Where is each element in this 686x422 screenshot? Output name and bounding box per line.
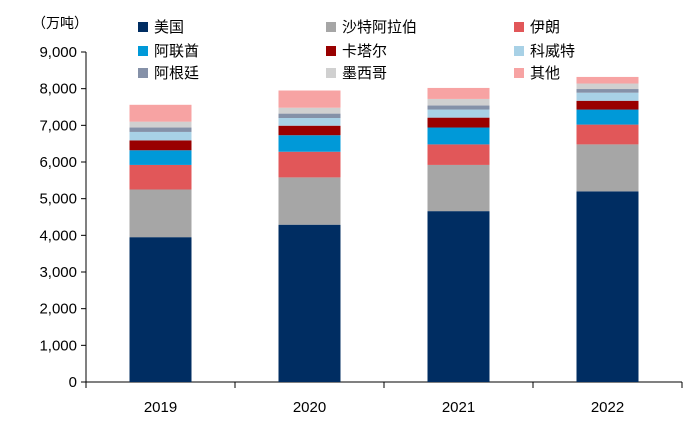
legend-label: 墨西哥: [342, 64, 387, 82]
bar-segment: [278, 90, 341, 108]
bar-segment: [576, 191, 639, 382]
legend-item: 伊朗: [514, 18, 560, 36]
y-axis: 0 1,000 2,000 3,000 4,000 5,000 6,000 7,000 8,00…: [39, 44, 87, 391]
legend-swatch: [138, 46, 148, 56]
legend-item: 卡塔尔: [326, 42, 387, 60]
legend-label: 沙特阿拉伯: [342, 18, 417, 36]
y-tick-label: 5,000: [39, 191, 77, 208]
bar-segment: [278, 151, 341, 178]
bars: [129, 76, 639, 382]
bar-segment: [129, 131, 192, 141]
bar-segment: [576, 124, 639, 145]
bar-segment: [427, 211, 490, 382]
x-tick-label: 2019: [144, 399, 177, 416]
bar-stack-2019: [129, 104, 192, 382]
legend-item: 其他: [514, 64, 560, 82]
bar-segment: [427, 164, 490, 212]
bar-segment: [427, 105, 490, 110]
bar-segment: [278, 135, 341, 152]
bar-segment: [278, 125, 341, 136]
bar-segment: [576, 76, 639, 84]
bar-segment: [129, 121, 192, 128]
legend-label: 阿根廷: [154, 64, 199, 82]
bar-segment: [427, 109, 490, 118]
bar-stack-2020: [278, 90, 341, 382]
legend-label: 伊朗: [530, 18, 560, 36]
legend-label: 其他: [530, 64, 560, 82]
bar-segment: [576, 89, 639, 93]
bar-segment: [576, 92, 639, 101]
bar-segment: [129, 237, 192, 382]
bar-segment: [129, 104, 192, 122]
y-tick-label: 0: [69, 374, 77, 391]
bar-segment: [576, 109, 639, 125]
y-tick-label: 3,000: [39, 264, 77, 281]
legend-swatch: [326, 22, 336, 32]
bar-segment: [576, 83, 639, 90]
legend-item: 阿联酋: [138, 42, 199, 60]
bar-segment: [129, 164, 192, 190]
legend-swatch: [514, 46, 524, 56]
bar-segment: [278, 177, 341, 225]
bar-segment: [129, 150, 192, 165]
legend-label: 阿联酋: [154, 42, 199, 60]
legend-swatch: [514, 22, 524, 32]
x-tick-label: 2021: [442, 399, 475, 416]
legend-item: 美国: [138, 18, 184, 36]
unit-label: （万吨）: [32, 16, 88, 32]
legend-item: 墨西哥: [326, 64, 387, 82]
legend-label: 卡塔尔: [342, 42, 387, 60]
bar-segment: [427, 98, 490, 106]
bar-stack-2022: [576, 76, 639, 382]
y-tick-label: 2,000: [39, 301, 77, 318]
legend-swatch: [138, 22, 148, 32]
legend-item: 科威特: [514, 42, 575, 60]
bar-segment: [278, 224, 341, 382]
x-tick-label: 2022: [591, 399, 624, 416]
bar-segment: [129, 189, 192, 238]
bar-segment: [427, 127, 490, 145]
bar-segment: [129, 127, 192, 132]
legend-swatch: [326, 68, 336, 78]
bar-segment: [278, 107, 341, 114]
y-tick-label: 9,000: [39, 44, 77, 61]
y-tick-label: 1,000: [39, 337, 77, 354]
legend-label: 科威特: [530, 42, 575, 60]
bar-segment: [278, 118, 341, 126]
legend-item: 阿根廷: [138, 64, 199, 82]
bar-segment: [278, 113, 341, 118]
legend-label: 美国: [154, 18, 184, 36]
bar-segment: [129, 140, 192, 151]
legend-swatch: [138, 68, 148, 78]
y-tick-label: 7,000: [39, 117, 77, 134]
y-tick-label: 8,000: [39, 81, 77, 98]
bar-segment: [576, 144, 639, 192]
x-axis: 2019 2020 2021 2022: [85, 381, 683, 416]
y-tick-label: 6,000: [39, 154, 77, 171]
legend-swatch: [326, 46, 336, 56]
bar-segment: [576, 100, 639, 110]
legend-item: 沙特阿拉伯: [326, 18, 417, 36]
bar-segment: [427, 144, 490, 165]
bar-stack-2021: [427, 87, 490, 382]
x-tick-label: 2020: [293, 399, 326, 416]
legend-swatch: [514, 68, 524, 78]
y-tick-label: 4,000: [39, 227, 77, 244]
bar-segment: [427, 87, 490, 99]
bar-segment: [427, 117, 490, 128]
